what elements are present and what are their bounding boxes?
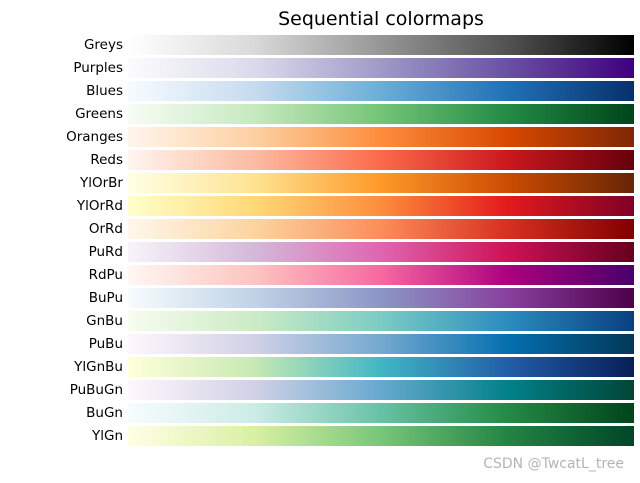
colormap-row: Greys xyxy=(0,35,640,55)
colormap-label: PuRd xyxy=(88,244,123,260)
colormap-bar xyxy=(128,311,634,331)
colormap-label: YlOrBr xyxy=(80,175,123,191)
colormap-bar xyxy=(128,58,634,78)
colormap-row: Oranges xyxy=(0,127,640,147)
colormap-label: YlGn xyxy=(91,428,123,444)
colormap-label: GnBu xyxy=(86,313,123,329)
colormap-row: Greens xyxy=(0,104,640,124)
colormap-bar xyxy=(128,288,634,308)
colormap-row: YlOrRd xyxy=(0,196,640,216)
colormap-label: OrRd xyxy=(88,221,123,237)
colormap-label: BuPu xyxy=(88,290,123,306)
colormap-label: Blues xyxy=(86,83,123,99)
colormap-row: PuRd xyxy=(0,242,640,262)
colormap-row: RdPu xyxy=(0,265,640,285)
chart-title: Sequential colormaps xyxy=(278,8,484,30)
colormap-row: GnBu xyxy=(0,311,640,331)
colormap-row: YlGnBu xyxy=(0,357,640,377)
colormap-label: Greens xyxy=(75,106,123,122)
colormap-label: YlOrRd xyxy=(76,198,123,214)
colormap-bar xyxy=(128,104,634,124)
colormap-label: PuBu xyxy=(88,336,123,352)
watermark: CSDN @TwcatL_tree xyxy=(483,456,624,472)
colormap-bar xyxy=(128,426,634,446)
colormap-row: Blues xyxy=(0,81,640,101)
colormap-row: Purples xyxy=(0,58,640,78)
colormap-label: YlGnBu xyxy=(74,359,123,375)
colormap-label: Reds xyxy=(90,152,123,168)
colormap-bar xyxy=(128,242,634,262)
colormap-bar xyxy=(128,127,634,147)
colormap-bar xyxy=(128,334,634,354)
colormap-row: YlGn xyxy=(0,426,640,446)
colormap-row: BuGn xyxy=(0,403,640,423)
colormap-bar xyxy=(128,357,634,377)
colormap-row: YlOrBr xyxy=(0,173,640,193)
colormap-row: OrRd xyxy=(0,219,640,239)
colormap-label: BuGn xyxy=(86,405,123,421)
colormap-bar xyxy=(128,403,634,423)
colormap-bar xyxy=(128,219,634,239)
colormap-row: BuPu xyxy=(0,288,640,308)
colormap-bar xyxy=(128,81,634,101)
colormap-bar xyxy=(128,173,634,193)
colormap-label: Greys xyxy=(83,37,123,53)
colormap-row: Reds xyxy=(0,150,640,170)
colormap-bar xyxy=(128,35,634,55)
colormap-bar xyxy=(128,150,634,170)
colormap-label: Purples xyxy=(73,60,123,76)
colormap-bar xyxy=(128,265,634,285)
colormap-label: Oranges xyxy=(66,129,123,145)
colormap-label: PuBuGn xyxy=(69,382,123,398)
colormap-bar xyxy=(128,380,634,400)
colormap-row: PuBuGn xyxy=(0,380,640,400)
colormap-row: PuBu xyxy=(0,334,640,354)
colormap-bar xyxy=(128,196,634,216)
colormap-label: RdPu xyxy=(88,267,123,283)
